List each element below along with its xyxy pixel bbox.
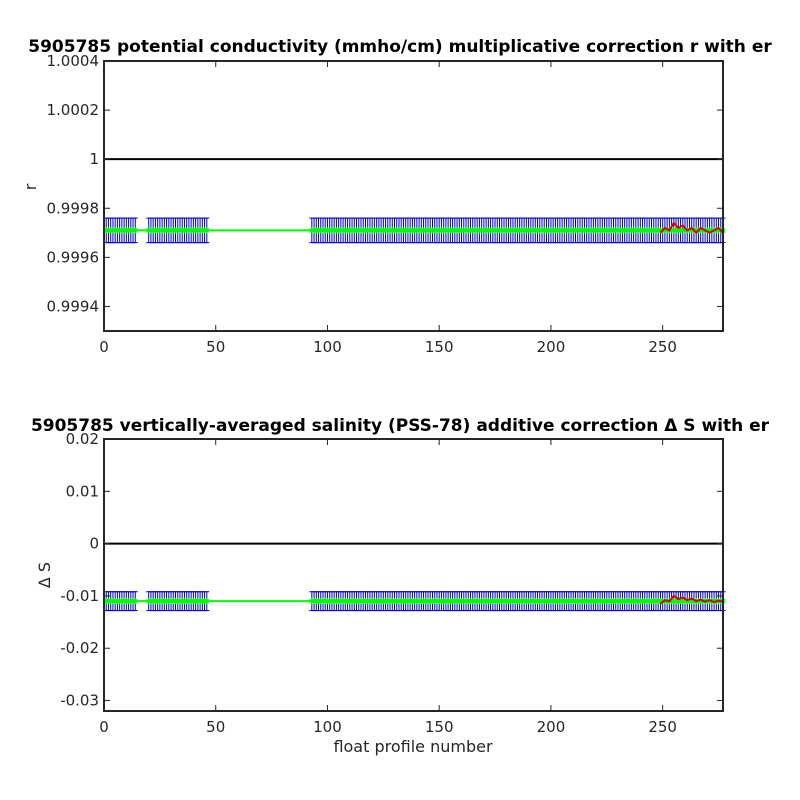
x-tick-label: 200 <box>537 338 566 356</box>
y-tick-label: 0.9998 <box>47 199 100 217</box>
plot-area: 0 50 100 150 200 250 -0.03 -0.02 -0.01 0 0.01 0.02 <box>60 430 726 736</box>
plot-area: 0 50 100 150 200 250 0.9994 0.9996 0.9998 1 1.0002… <box>47 52 726 356</box>
x-tick-label: 100 <box>313 338 342 356</box>
x-tick-label: 150 <box>425 718 454 736</box>
series-line <box>659 221 724 235</box>
y-tick-label: 0.02 <box>66 430 99 448</box>
y-tick-label: 1 <box>89 150 99 168</box>
x-tick-label: 0 <box>99 718 109 736</box>
series-line <box>659 594 724 605</box>
y-tick-label: -0.01 <box>60 587 99 605</box>
x-tick-label: 50 <box>206 718 225 736</box>
chart-title: 5905785 potential conductivity (mmho/cm)… <box>28 37 772 57</box>
y-tick-label: 0.01 <box>66 482 99 500</box>
x-tick-label: 250 <box>648 338 677 356</box>
y-tick-label: 0.9994 <box>47 297 100 315</box>
x-tick-label: 50 <box>206 338 225 356</box>
y-axis-label: r <box>21 183 40 190</box>
x-axis-label: float profile number <box>333 737 493 756</box>
panel-conductivity-correction: 5905785 potential conductivity (mmho/cm)… <box>21 37 772 356</box>
x-tick-label: 0 <box>99 338 109 356</box>
y-tick-label: 0 <box>89 535 99 553</box>
chart-title: 5905785 vertically-averaged salinity (PS… <box>31 416 770 436</box>
y-tick-label: 1.0004 <box>47 52 100 70</box>
y-tick-label: -0.02 <box>60 639 99 657</box>
axes-frame <box>103 438 724 712</box>
x-tick-label: 150 <box>425 338 454 356</box>
x-tick-label: 200 <box>537 718 566 736</box>
y-tick-label: 1.0002 <box>47 101 100 119</box>
axes-frame <box>103 60 724 332</box>
y-axis-label: Δ S <box>35 562 54 588</box>
x-tick-label: 100 <box>313 718 342 736</box>
y-tick-label: -0.03 <box>60 692 99 710</box>
panel-salinity-correction: 5905785 vertically-averaged salinity (PS… <box>31 416 770 756</box>
x-tick-label: 250 <box>648 718 677 736</box>
y-tick-label: 0.9996 <box>47 248 100 266</box>
